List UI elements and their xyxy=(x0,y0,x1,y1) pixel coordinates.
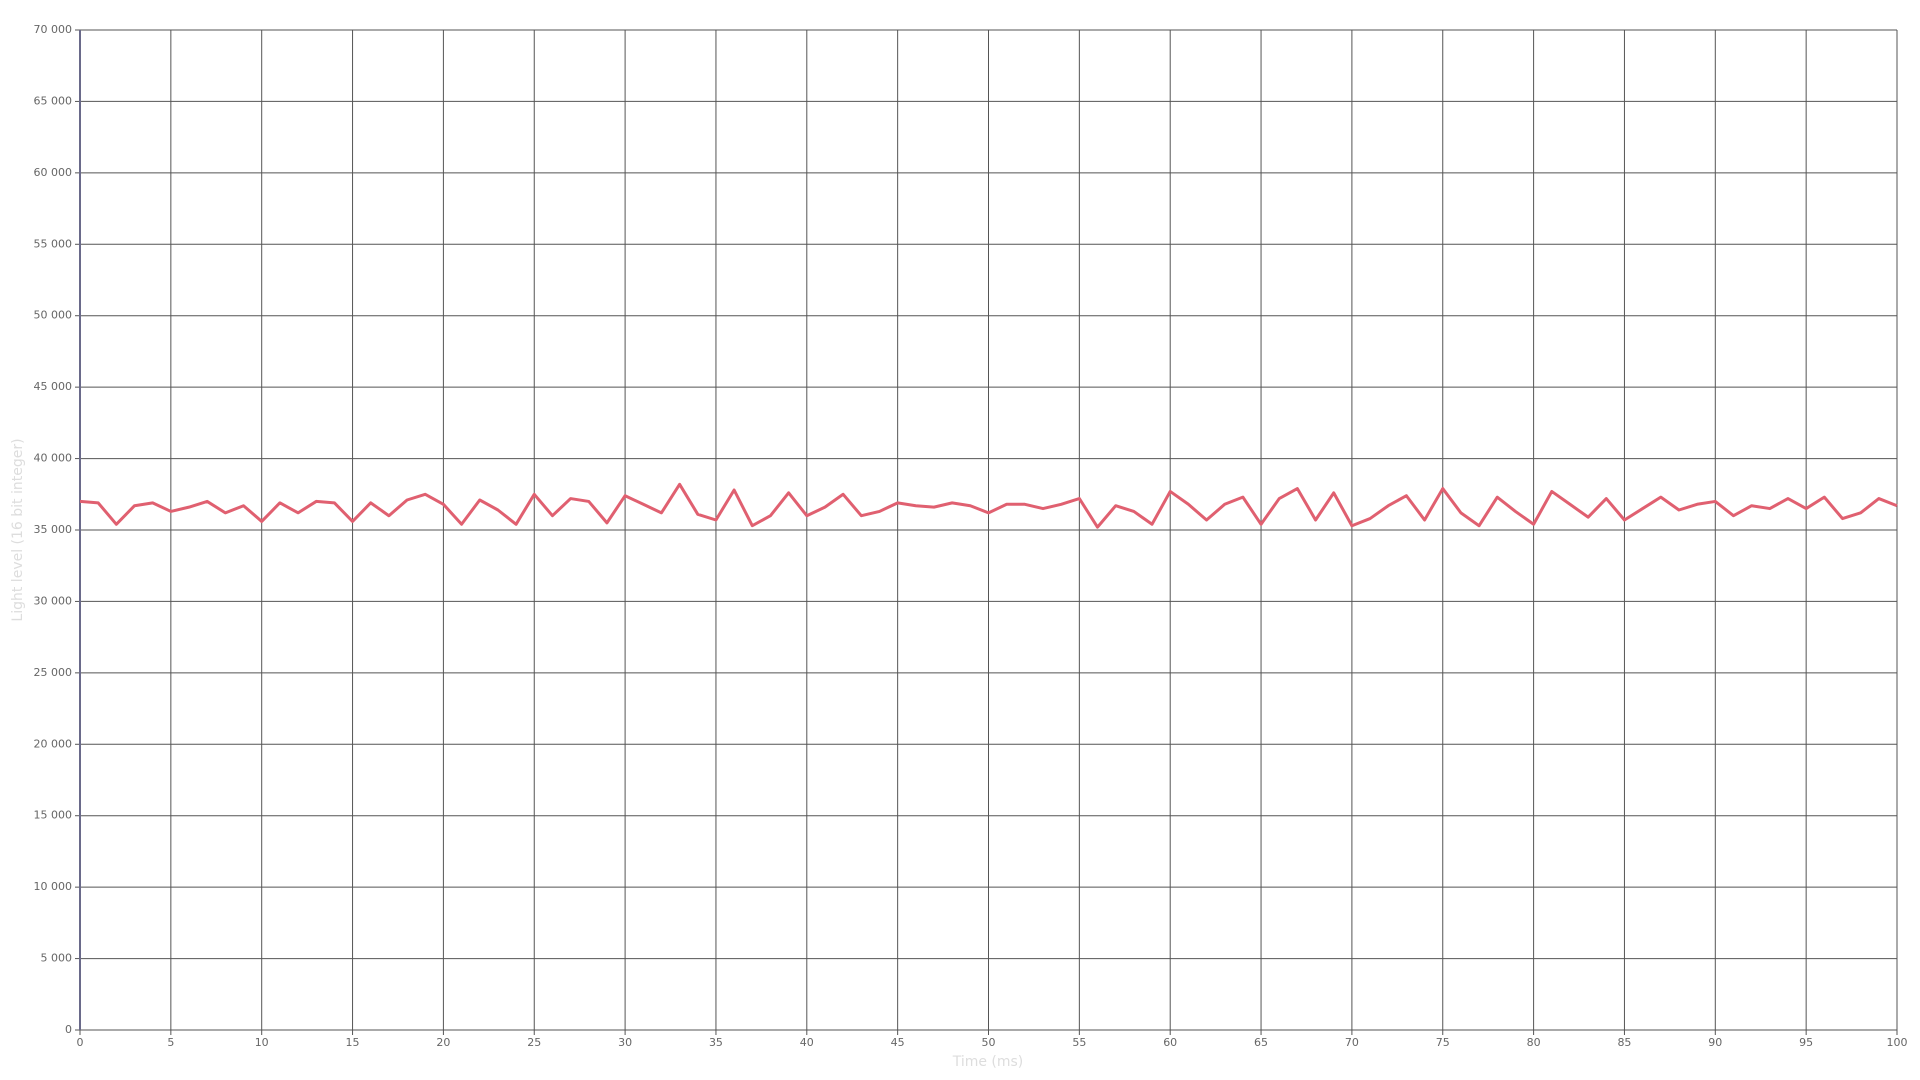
y-tick-label: 10 000 xyxy=(34,880,73,893)
x-tick-label: 25 xyxy=(527,1036,541,1049)
x-tick-label: 60 xyxy=(1163,1036,1177,1049)
y-tick-label: 60 000 xyxy=(34,166,73,179)
y-tick-label: 35 000 xyxy=(34,523,73,536)
y-tick-label: 5 000 xyxy=(41,952,73,965)
x-tick-label: 80 xyxy=(1527,1036,1541,1049)
y-tick-label: 30 000 xyxy=(34,594,73,607)
y-axis-title: Light level (16 bit integer) xyxy=(10,438,26,621)
y-tick-label: 45 000 xyxy=(34,380,73,393)
x-tick-label: 85 xyxy=(1617,1036,1631,1049)
x-tick-label: 75 xyxy=(1436,1036,1450,1049)
x-tick-label: 90 xyxy=(1708,1036,1722,1049)
y-tick-label: 20 000 xyxy=(34,737,73,750)
data-line xyxy=(79,482,1898,529)
x-tick-label: 20 xyxy=(436,1036,450,1049)
y-tick-label: 25 000 xyxy=(34,666,73,679)
x-tick-label: 70 xyxy=(1345,1036,1359,1049)
x-tick-label: 40 xyxy=(800,1036,814,1049)
x-tick-label: 0 xyxy=(77,1036,84,1049)
y-tick-label: 50 000 xyxy=(34,309,73,322)
x-tick-label: 5 xyxy=(167,1036,174,1049)
x-tick-label: 30 xyxy=(618,1036,632,1049)
x-tick-label: 50 xyxy=(982,1036,996,1049)
y-tick-label: 65 000 xyxy=(34,94,73,107)
x-tick-label: 100 xyxy=(1887,1036,1908,1049)
x-tick-label: 55 xyxy=(1072,1036,1086,1049)
x-tick-label: 35 xyxy=(709,1036,723,1049)
y-tick-label: 70 000 xyxy=(34,23,73,36)
y-tick-label: 0 xyxy=(65,1023,72,1036)
y-tick-label: 40 000 xyxy=(34,452,73,465)
y-tick-label: 55 000 xyxy=(34,237,73,250)
x-axis-title: Time (ms) xyxy=(952,1054,1024,1070)
x-tick-label: 95 xyxy=(1799,1036,1813,1049)
x-tick-label: 15 xyxy=(346,1036,360,1049)
x-tick-label: 45 xyxy=(891,1036,905,1049)
x-tick-label: 10 xyxy=(255,1036,269,1049)
x-tick-label: 65 xyxy=(1254,1036,1268,1049)
y-tick-label: 15 000 xyxy=(34,809,73,822)
